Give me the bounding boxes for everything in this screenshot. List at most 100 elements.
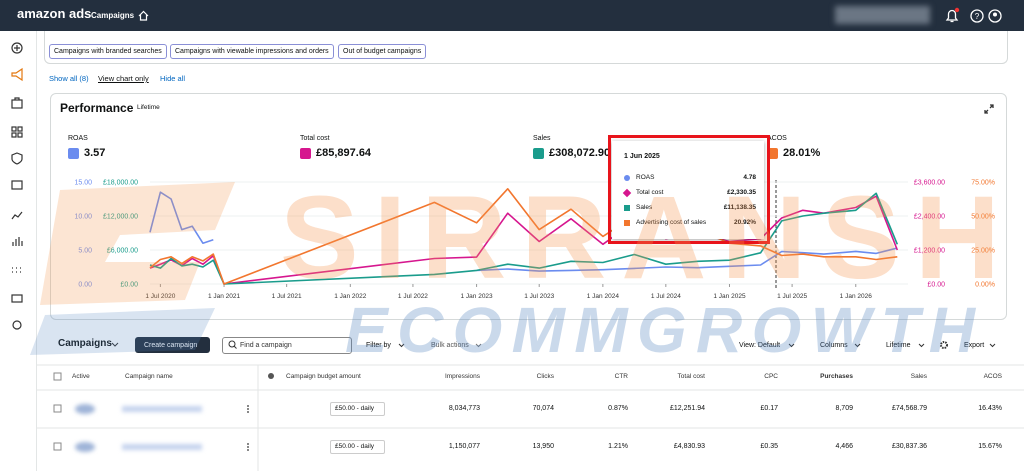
x-tick-label: 1 Jan 2022 — [334, 293, 367, 300]
section-title[interactable]: Campaigns — [91, 11, 135, 20]
column-header[interactable]: Campaign name — [125, 373, 173, 380]
search-placeholder[interactable]: Find a campaign — [240, 342, 292, 349]
column-header[interactable]: Purchases — [820, 373, 853, 380]
y-tick-label: 15.00 — [74, 180, 92, 187]
column-header[interactable]: CPC — [764, 373, 778, 380]
performance-subtitle: Lifetime — [137, 104, 160, 111]
x-tick-label: 1 Jul 2021 — [272, 293, 302, 300]
column-header[interactable]: Total cost — [677, 373, 705, 380]
nav-icons[interactable]: ? — [943, 7, 1003, 25]
filter-chip[interactable]: Campaigns with viewable impressions and … — [170, 44, 334, 59]
metric-swatch — [68, 148, 79, 159]
brand[interactable]: amazon ads — [17, 6, 92, 21]
tooltip-marker — [624, 205, 630, 211]
blurred-account — [835, 6, 930, 24]
x-tick-label: 1 Jan 2025 — [713, 293, 746, 300]
metric-label[interactable]: Sales — [533, 135, 551, 142]
column-header[interactable]: Sales — [910, 373, 927, 380]
table-cell: £4,830.93 — [673, 443, 705, 450]
x-tick-label: 1 Jul 2025 — [777, 293, 807, 300]
campaigns-dropdown[interactable]: Campaigns — [58, 338, 112, 349]
budget-box — [330, 402, 385, 416]
x-tick-label: 1 Jan 2024 — [587, 293, 620, 300]
metric-swatch — [300, 148, 311, 159]
tooltip-name: Sales — [636, 204, 653, 211]
tooltip-name: ROAS — [636, 174, 655, 181]
column-header[interactable]: Active — [72, 373, 90, 380]
filter-by[interactable]: Filter by — [366, 342, 391, 349]
filter-chip[interactable]: Campaigns with branded searches — [49, 44, 167, 59]
chart-link[interactable]: View chart only — [98, 74, 149, 83]
table-cell: 4,466 — [835, 443, 853, 450]
series-line — [149, 188, 898, 285]
export-select[interactable]: Export — [964, 342, 985, 349]
columns-select[interactable]: Columns — [820, 342, 848, 349]
tooltip-marker — [624, 220, 630, 226]
table-cell: £50.00 - daily — [335, 443, 375, 450]
table-cell: £12,251.94 — [669, 405, 705, 412]
filter-card — [44, 31, 1008, 64]
x-tick-label: 1 Jul 2020 — [145, 293, 175, 300]
y-tick-label: £18,000.00 — [103, 180, 138, 187]
y-tick-label: 0.00 — [78, 282, 92, 289]
expand-icon[interactable] — [984, 104, 994, 114]
filter-chip[interactable]: Out of budget campaigns — [338, 44, 427, 59]
series-line — [149, 195, 899, 285]
table-cell: 15.67% — [978, 443, 1002, 450]
tooltip-value: 20.92% — [733, 219, 756, 226]
table-cell: £30,837.36 — [891, 443, 927, 450]
tooltip-date: 1 Jun 2025 — [624, 153, 660, 160]
performance-card — [50, 93, 1007, 320]
column-header[interactable]: CTR — [614, 373, 628, 380]
chart-link[interactable]: Show all (8) — [49, 74, 89, 83]
y-tick-label: £2,400.00 — [914, 214, 945, 221]
y-tick-label: 5.00 — [78, 248, 92, 255]
metric-label[interactable]: ROAS — [68, 135, 88, 142]
sidebar — [0, 31, 37, 471]
column-header[interactable]: Campaign budget amount — [286, 373, 361, 380]
bulk-actions[interactable]: Bulk actions — [431, 342, 469, 349]
search-box[interactable] — [222, 337, 352, 354]
x-tick-label: 1 Jul 2022 — [398, 293, 428, 300]
highlight-box — [608, 135, 770, 244]
metric-value: £85,897.64 — [316, 147, 372, 159]
table-cell: 8,709 — [835, 405, 853, 412]
metric-swatch — [767, 148, 778, 159]
y-tick-label: £0.00 — [927, 282, 945, 289]
metric-label[interactable]: Total cost — [300, 135, 330, 142]
y-tick-label: £3,600.00 — [914, 180, 945, 187]
metric-value: 3.57 — [84, 147, 106, 159]
table-cell: 1,150,077 — [448, 443, 480, 450]
column-header[interactable]: Clicks — [536, 373, 554, 380]
metric-label[interactable]: ACOS — [767, 135, 787, 142]
create-button-label[interactable]: Create campaign — [144, 342, 198, 349]
tooltip-value: £2,330.35 — [727, 189, 756, 196]
table-cell: £74,568.79 — [891, 405, 927, 412]
column-header[interactable]: ACOS — [983, 373, 1002, 380]
tooltip-value: 4.78 — [743, 174, 756, 181]
view-select[interactable]: View: Default — [739, 342, 781, 349]
column-header[interactable]: Impressions — [444, 373, 480, 380]
chart-link[interactable]: Hide all — [160, 74, 186, 83]
table-cell: £50.00 - daily — [335, 405, 375, 412]
y-tick-label: £6,000.00 — [107, 248, 138, 255]
tooltip-value: £11,138.35 — [723, 204, 756, 211]
series-line — [149, 192, 899, 285]
y-tick-label: 0.00% — [975, 282, 995, 289]
table-cell: 1.21% — [608, 443, 628, 450]
y-tick-label: £0.00 — [120, 282, 138, 289]
home-icon[interactable] — [138, 10, 149, 21]
x-tick-label: 1 Jan 2026 — [840, 293, 873, 300]
table-cell: 0.87% — [608, 405, 628, 412]
performance-title: Performance — [60, 101, 134, 115]
sidebar-icons[interactable] — [0, 31, 36, 331]
y-tick-label: £12,000.00 — [103, 214, 138, 221]
top-nav: amazon ads Campaigns ? — [0, 0, 1024, 31]
table-cell: 16.43% — [978, 405, 1002, 412]
create-button[interactable] — [135, 337, 210, 353]
y-tick-label: 10.00 — [74, 214, 92, 221]
range-select[interactable]: Lifetime — [886, 342, 911, 349]
